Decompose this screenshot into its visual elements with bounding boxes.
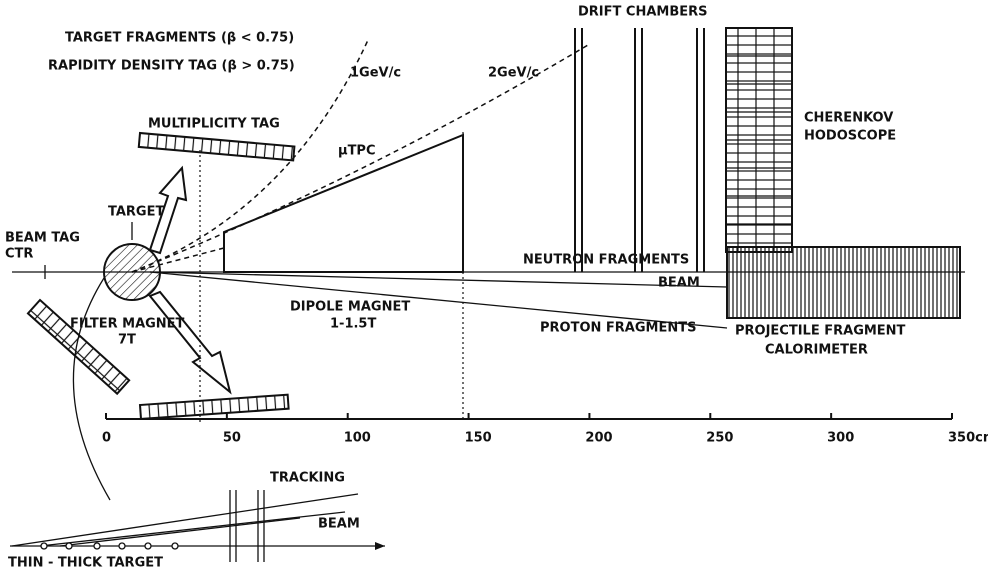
multiplicity-tag-lower — [138, 393, 290, 421]
label: MULTIPLICITY TAG — [148, 117, 280, 132]
arrow-up — [148, 165, 188, 255]
label: TARGET — [108, 205, 164, 220]
scale-label: 300 — [827, 431, 854, 446]
label: 1GeV/c — [350, 66, 401, 81]
scale-label: 250 — [706, 431, 733, 446]
scale-label: 150 — [465, 431, 492, 446]
label: PROTON FRAGMENTS — [540, 321, 696, 336]
drift-chambers — [574, 28, 705, 272]
label: BEAM — [658, 276, 700, 291]
label: BEAM — [318, 517, 360, 532]
multiplicity-tag-upper — [137, 131, 296, 162]
label: PROJECTILE FRAGMENT — [735, 324, 906, 339]
scale-label: 200 — [585, 431, 612, 446]
label: TRACKING — [270, 471, 345, 486]
label: μTPC — [338, 144, 376, 159]
scale-label: 0 — [102, 431, 111, 446]
beam-track — [149, 271, 728, 288]
label: 1-1.5T — [330, 317, 376, 332]
scale-label: 100 — [344, 431, 371, 446]
label: 2GeV/c — [488, 66, 539, 81]
arrow-down — [148, 290, 232, 395]
label: CHERENKOV — [804, 111, 893, 126]
label: HODOSCOPE — [804, 129, 896, 144]
label: NEUTRON FRAGMENTS — [523, 253, 689, 268]
curve-1gev — [131, 39, 369, 273]
label: DRIFT CHAMBERS — [578, 5, 708, 20]
label: 7T — [118, 333, 136, 348]
inset-track — [11, 493, 359, 547]
dashed-line — [131, 247, 225, 273]
scale: 0 50 100 150 200 250 300 350cm — [102, 413, 988, 446]
label: DIPOLE MAGNET — [290, 300, 410, 315]
scale-label: 50 — [223, 431, 241, 446]
scale-label: 350cm — [948, 431, 988, 446]
calorimeter — [726, 246, 961, 319]
inset-track — [59, 517, 301, 547]
inset-chambers — [229, 490, 265, 562]
label: RAPIDITY DENSITY TAG (β > 0.75) — [48, 59, 295, 74]
label: THIN - THICK TARGET — [8, 556, 163, 571]
label: CALORIMETER — [765, 343, 868, 358]
inset-track — [39, 511, 346, 547]
label: TARGET FRAGMENTS (β < 0.75) — [65, 31, 294, 46]
label: FILTER MAGNET — [70, 317, 185, 332]
side-tag — [26, 298, 131, 396]
proton-track — [149, 271, 728, 329]
label: CTR — [5, 247, 33, 262]
label: BEAM TAG — [5, 231, 80, 246]
hodoscope-rows — [726, 55, 792, 225]
mutpc — [223, 133, 464, 273]
inset-targets — [40, 542, 179, 550]
inset-arrow — [375, 542, 385, 550]
target-magnet — [103, 243, 161, 301]
inset-link — [72, 277, 111, 501]
